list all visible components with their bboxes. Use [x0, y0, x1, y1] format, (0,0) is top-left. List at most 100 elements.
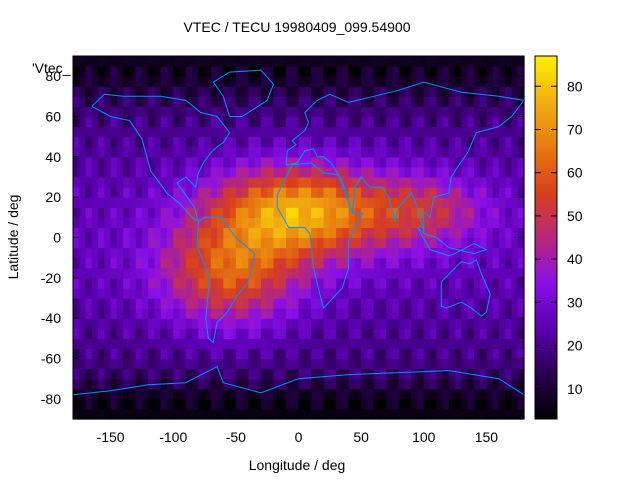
- heatmap-cell: [304, 348, 312, 360]
- heatmap-cell: [104, 217, 112, 229]
- heatmap-cell: [448, 388, 456, 400]
- heatmap-cell: [160, 96, 168, 108]
- heatmap-cell: [461, 96, 469, 108]
- heatmap-cell: [198, 267, 206, 279]
- heatmap-cell: [336, 237, 343, 249]
- heatmap-cell: [148, 156, 156, 168]
- heatmap-cell: [242, 126, 249, 138]
- heatmap-cell: [505, 177, 513, 188]
- heatmap-cell: [404, 86, 412, 97]
- heatmap-cell: [317, 247, 325, 259]
- heatmap-cell: [492, 106, 500, 118]
- heatmap-cell: [511, 136, 519, 148]
- heatmap-cell: [392, 177, 400, 188]
- heatmap-cell: [79, 298, 87, 309]
- heatmap-cell: [498, 408, 506, 420]
- heatmap-cell: [198, 348, 206, 360]
- heatmap-cell: [386, 166, 394, 178]
- heatmap-cell: [192, 257, 199, 269]
- heatmap-cell: [235, 247, 243, 259]
- heatmap-cell: [417, 298, 425, 309]
- heatmap-cell: [498, 207, 506, 218]
- heatmap-cell: [379, 156, 387, 168]
- heatmap-cell: [173, 197, 181, 208]
- heatmap-cell: [285, 116, 293, 128]
- heatmap-cell: [342, 388, 350, 400]
- heatmap-cell: [79, 166, 87, 178]
- heatmap-cell: [505, 257, 513, 269]
- heatmap-cell: [486, 166, 494, 178]
- heatmap-cell: [204, 338, 212, 350]
- heatmap-cell: [311, 237, 318, 249]
- heatmap-cell: [204, 177, 212, 188]
- heatmap-cell: [442, 318, 450, 329]
- heatmap-cell: [379, 207, 387, 218]
- heatmap-cell: [104, 86, 112, 97]
- heatmap-cell: [480, 398, 488, 410]
- heatmap-cell: [398, 207, 406, 218]
- heatmap-cell: [192, 368, 199, 380]
- heatmap-cell: [361, 66, 368, 77]
- heatmap-cell: [342, 66, 350, 77]
- heatmap-cell: [473, 267, 481, 279]
- heatmap-cell: [116, 76, 124, 87]
- heatmap-cell: [436, 368, 444, 380]
- heatmap-cell: [517, 187, 525, 198]
- heatmap-cell: [423, 338, 431, 350]
- heatmap-cell: [386, 126, 394, 138]
- heatmap-cell: [110, 257, 118, 269]
- heatmap-cell: [154, 328, 162, 339]
- heatmap-cell: [73, 177, 80, 188]
- heatmap-cell: [148, 277, 156, 289]
- heatmap-cell: [110, 348, 118, 360]
- heatmap-cell: [217, 408, 224, 420]
- heatmap-cell: [217, 308, 224, 319]
- heatmap-cell: [417, 378, 425, 390]
- heatmap-cell: [110, 156, 118, 168]
- heatmap-cell: [342, 277, 350, 289]
- heatmap-cell: [480, 287, 488, 299]
- heatmap-cell: [242, 96, 249, 108]
- heatmap-cell: [379, 197, 387, 208]
- heatmap-cell: [455, 207, 462, 218]
- heatmap-cell: [123, 146, 130, 158]
- heatmap-cell: [179, 96, 187, 108]
- heatmap-cell: [379, 146, 387, 158]
- heatmap-cell: [254, 348, 262, 360]
- heatmap-cell: [354, 116, 362, 128]
- heatmap-cell: [285, 86, 293, 97]
- heatmap-cell: [430, 277, 437, 289]
- heatmap-cell: [154, 116, 162, 128]
- heatmap-cell: [455, 358, 462, 370]
- heatmap-cell: [323, 298, 331, 309]
- heatmap-cell: [486, 217, 494, 229]
- heatmap-cell: [336, 388, 343, 400]
- heatmap-cell: [486, 116, 494, 128]
- heatmap-cell: [204, 348, 212, 360]
- heatmap-cell: [85, 378, 93, 390]
- heatmap-cell: [204, 116, 212, 128]
- heatmap-cell: [279, 207, 287, 218]
- heatmap-cell: [373, 298, 381, 309]
- heatmap-cell: [373, 287, 381, 299]
- heatmap-cell: [361, 207, 368, 218]
- heatmap-cell: [217, 348, 224, 360]
- heatmap-cell: [104, 388, 112, 400]
- heatmap-cell: [386, 368, 394, 380]
- heatmap-cell: [361, 166, 368, 178]
- heatmap-cell: [129, 267, 137, 279]
- heatmap-cell: [348, 106, 356, 118]
- heatmap-cell: [492, 146, 500, 158]
- heatmap-cell: [85, 287, 93, 299]
- heatmap-cell: [260, 318, 268, 329]
- heatmap-cell: [154, 338, 162, 350]
- heatmap-cell: [367, 237, 375, 249]
- heatmap-cell: [135, 126, 143, 138]
- heatmap-cell: [304, 227, 312, 239]
- heatmap-cell: [342, 398, 350, 410]
- heatmap-cell: [116, 166, 124, 178]
- heatmap-cell: [411, 257, 419, 269]
- heatmap-cell: [304, 106, 312, 118]
- heatmap-cell: [461, 166, 469, 178]
- heatmap-cell: [442, 257, 450, 269]
